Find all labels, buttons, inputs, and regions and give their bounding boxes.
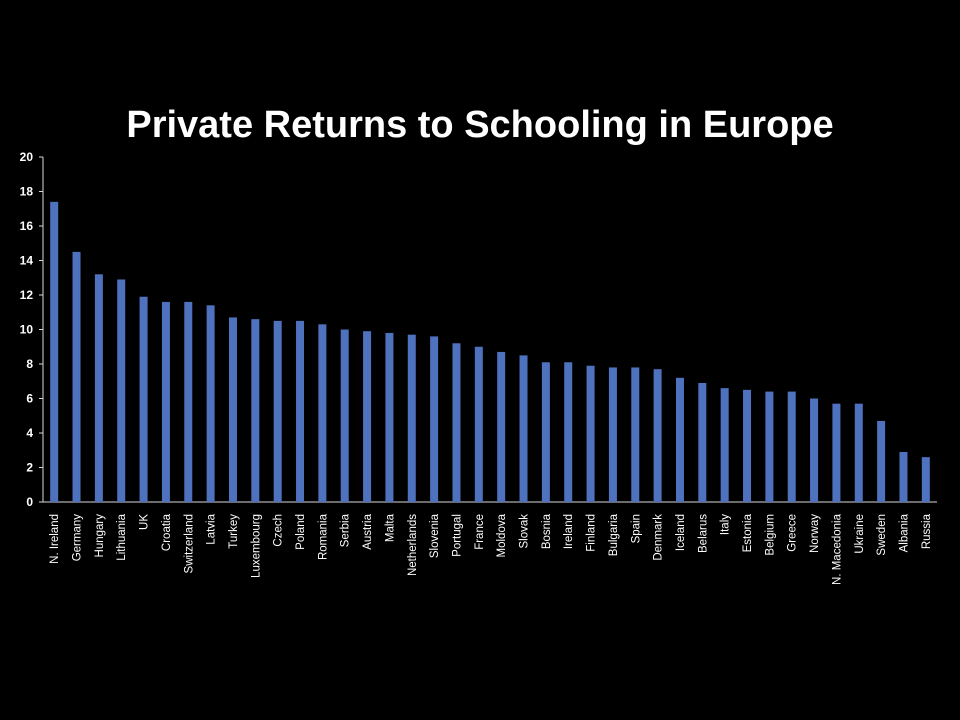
bar xyxy=(161,301,170,502)
bar xyxy=(608,367,617,502)
y-tick-label: 0 xyxy=(26,495,33,509)
x-category-label: Spain xyxy=(630,514,642,543)
bar xyxy=(675,377,684,502)
y-tick-label: 2 xyxy=(26,461,33,475)
y-tick-label: 6 xyxy=(26,392,33,406)
x-category-label: Iceland xyxy=(675,514,687,551)
bar xyxy=(273,320,282,502)
bar xyxy=(50,201,59,502)
bar xyxy=(184,301,193,502)
x-category-label: Slovenia xyxy=(429,513,441,558)
x-category-label: Hungary xyxy=(94,514,106,558)
bar xyxy=(743,389,752,502)
bar xyxy=(698,382,707,502)
axes xyxy=(42,157,937,503)
x-category-label: Estonia xyxy=(742,513,754,552)
bar xyxy=(564,362,573,502)
bar xyxy=(407,334,416,502)
x-category-label: Ukraine xyxy=(854,514,866,554)
x-category-label: Switzerland xyxy=(183,514,195,573)
x-category-label: Belgium xyxy=(764,514,776,556)
bar xyxy=(72,251,81,502)
x-category-label: Bosnia xyxy=(541,513,553,549)
x-category-label: Albania xyxy=(898,513,910,552)
y-axis-ticks: 0 2 4 6 8 10 12 14 16 18 20 xyxy=(20,150,43,509)
bar xyxy=(787,391,796,502)
x-category-label: Czech xyxy=(273,514,285,547)
x-category-label: Turkey xyxy=(228,514,240,549)
x-category-label: Italy xyxy=(720,514,732,535)
x-category-label: Croatia xyxy=(161,513,173,551)
bar xyxy=(810,398,819,502)
x-category-label: Denmark xyxy=(653,514,665,561)
bar xyxy=(318,324,327,502)
bar xyxy=(720,388,729,502)
x-category-label: Luxembourg xyxy=(250,514,262,578)
x-category-label: Poland xyxy=(295,514,307,550)
x-category-label: Malta xyxy=(384,513,396,542)
bar xyxy=(586,365,595,502)
y-tick-label: 16 xyxy=(20,219,34,233)
x-category-label: Bulgaria xyxy=(608,513,620,556)
x-category-label: Finland xyxy=(586,514,598,552)
x-category-label: Greece xyxy=(787,514,799,552)
x-category-label: Serbia xyxy=(340,513,352,547)
y-tick-label: 20 xyxy=(20,150,34,164)
y-tick-label: 12 xyxy=(20,288,34,302)
x-category-label: Austria xyxy=(362,513,374,549)
x-category-label: Netherlands xyxy=(407,514,419,576)
bar xyxy=(94,274,103,502)
x-category-label: Norway xyxy=(809,514,821,553)
x-category-label: Latvia xyxy=(206,513,218,544)
bar xyxy=(474,346,483,502)
x-category-label: Sweden xyxy=(876,514,888,556)
x-category-label: Portugal xyxy=(451,514,463,557)
bar xyxy=(541,362,550,502)
bar xyxy=(206,305,215,502)
y-tick-label: 18 xyxy=(20,185,34,199)
chart-title: Private Returns to Schooling in Europe xyxy=(126,104,834,146)
bars xyxy=(50,201,930,502)
bar xyxy=(385,332,394,502)
bar xyxy=(832,403,841,502)
x-category-label: N. Ireland xyxy=(49,514,61,564)
x-category-label: Belarus xyxy=(697,514,709,553)
bar xyxy=(452,343,461,502)
bar xyxy=(765,391,774,502)
bar xyxy=(921,457,930,502)
bar xyxy=(899,451,908,502)
x-category-label: UK xyxy=(139,514,151,530)
y-tick-label: 4 xyxy=(26,426,33,440)
bar xyxy=(117,279,126,502)
bar xyxy=(340,329,349,502)
x-category-label: Russia xyxy=(921,513,933,549)
x-category-label: N. Macedonia xyxy=(831,513,843,585)
y-tick-label: 10 xyxy=(20,323,34,337)
x-category-label: Moldova xyxy=(496,513,508,557)
x-category-label: Lithuania xyxy=(116,513,128,560)
bar xyxy=(430,336,439,502)
x-axis-labels: N. Ireland Germany Hungary Lithuania UK Croat… xyxy=(49,513,933,585)
bar xyxy=(854,403,863,502)
bar xyxy=(228,317,237,502)
bar xyxy=(251,319,260,502)
x-category-label: Romania xyxy=(317,513,329,560)
bar xyxy=(519,355,528,502)
x-category-label: Germany xyxy=(72,514,84,562)
bar xyxy=(139,296,148,502)
y-tick-label: 8 xyxy=(26,357,33,371)
x-category-label: Ireland xyxy=(563,514,575,549)
bar xyxy=(296,320,305,502)
bar xyxy=(497,351,506,502)
y-tick-label: 14 xyxy=(20,254,34,268)
bar xyxy=(653,369,662,502)
x-category-label: Slovak xyxy=(519,514,531,549)
x-category-label: France xyxy=(474,514,486,550)
bar xyxy=(631,367,640,502)
bar xyxy=(363,331,372,502)
bar xyxy=(877,420,886,502)
